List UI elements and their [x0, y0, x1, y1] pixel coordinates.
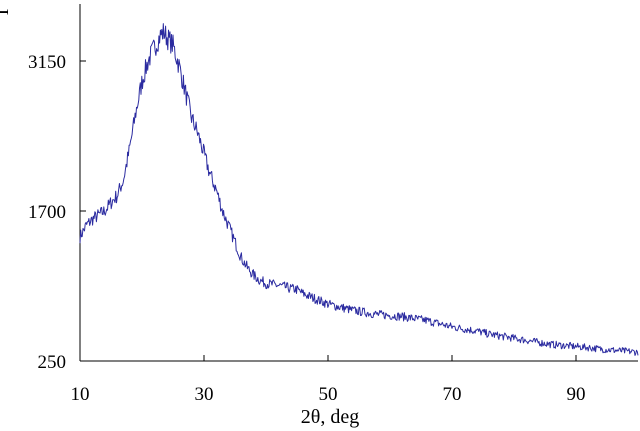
x-tick-label: 50: [319, 384, 338, 405]
y-tick-label: 3150: [28, 52, 66, 73]
x-tick-label: 90: [567, 384, 586, 405]
x-tick-label: 30: [195, 384, 214, 405]
x-tick-label: 70: [443, 384, 462, 405]
y-tick-label: 250: [38, 352, 67, 373]
y-axis-ticks: 250 1700 3150: [28, 52, 86, 373]
x-tick-label: 10: [71, 384, 90, 405]
x-axis-ticks: 10 30 50 70 90: [71, 355, 586, 405]
x-axis-label: 2θ, deg: [301, 406, 359, 428]
y-axis-label: I: [0, 9, 13, 16]
intensity-series-line: [79, 23, 639, 356]
y-tick-label: 1700: [28, 202, 66, 223]
